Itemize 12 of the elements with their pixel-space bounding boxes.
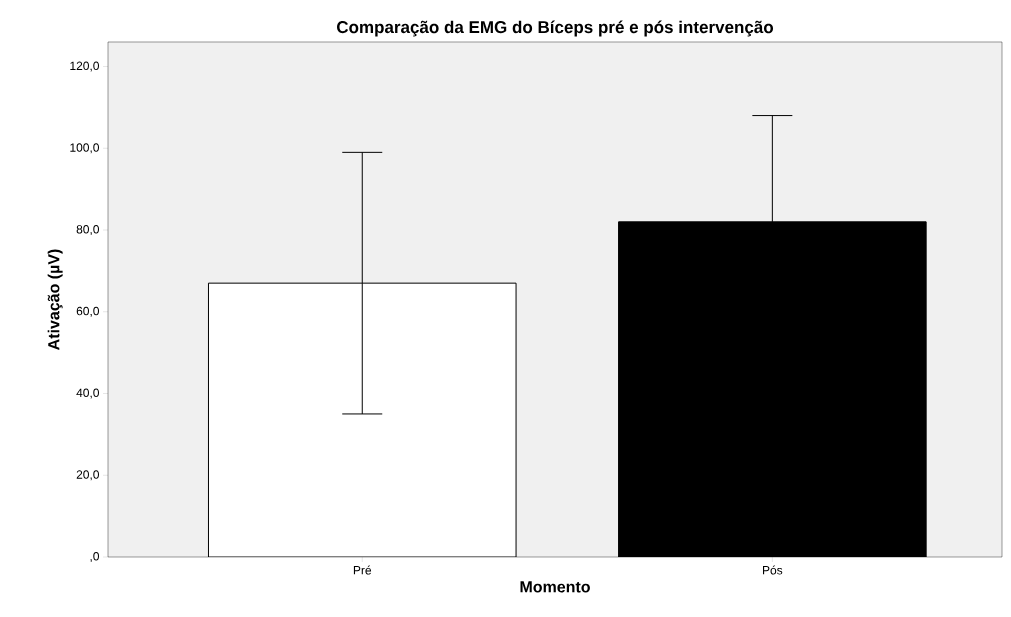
y-tick-label: 120,0	[70, 61, 100, 72]
y-axis-title: Ativação (µV)	[47, 249, 63, 350]
y-tick-label: ,0	[90, 552, 100, 562]
x-tick-label: Pré	[353, 565, 372, 575]
x-axis-title: Momento	[520, 581, 590, 593]
chart-title: Comparação da EMG do Bíceps pré e pós intervenção	[337, 20, 774, 37]
y-tick-label: 20,0	[76, 470, 100, 481]
y-tick-label: 100,0	[70, 143, 100, 154]
y-tick-label: 80,0	[76, 225, 100, 235]
y-tick-label: 60,0	[76, 306, 100, 317]
y-tick-label: 40,0	[76, 388, 100, 399]
x-tick-label: Pós	[763, 565, 783, 575]
